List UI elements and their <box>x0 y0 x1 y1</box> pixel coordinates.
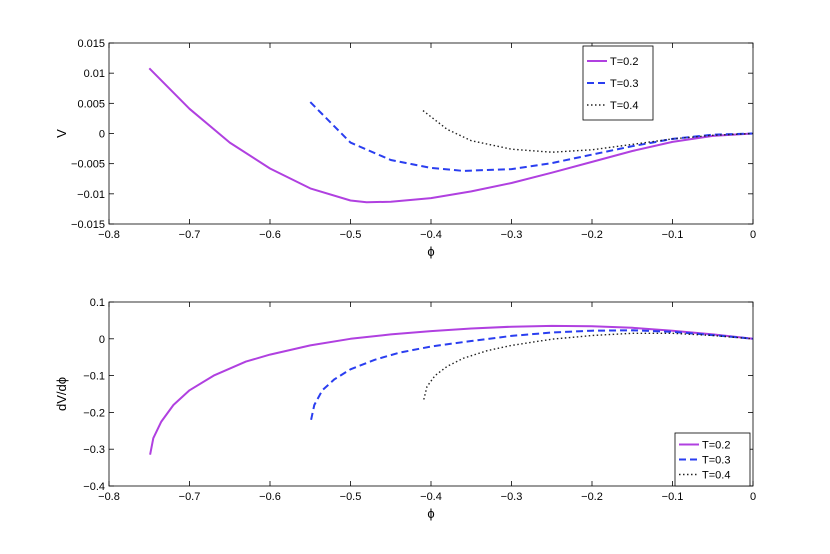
y-tick-label: −0.005 <box>71 159 105 171</box>
y-tick-label: 0 <box>99 334 105 346</box>
y-axis-label: V <box>54 129 69 138</box>
series-line-t-0-2 <box>148 67 754 204</box>
y-tick-label: 0.1 <box>90 297 105 309</box>
series-line-t-0-4 <box>422 110 754 153</box>
x-tick-label: −0.7 <box>179 229 201 241</box>
y-tick-label: −0.3 <box>83 444 105 456</box>
y-tick-label: −0.1 <box>83 371 105 383</box>
y-tick-label: −0.01 <box>77 189 105 201</box>
legend: T=0.2 T=0.3 T=0.4 <box>582 45 654 121</box>
legend-box <box>582 45 654 121</box>
x-tick-label: −0.1 <box>662 491 684 503</box>
x-tick-label: −0.4 <box>420 491 442 503</box>
y-tick-label: 0.005 <box>77 98 105 110</box>
y-tick-label: 0 <box>99 129 105 141</box>
chart-panel-1: −0.8 −0.7 −0.6 −0.5 −0.4 −0.3 −0.2 −0.1 0 0.015 0.… <box>54 38 756 259</box>
x-tick-label: −0.7 <box>179 491 201 503</box>
x-axis-label: ϕ <box>427 506 434 521</box>
x-axis-label: ϕ <box>427 244 434 259</box>
legend-label: T=0.2 <box>610 56 638 68</box>
x-tick-label: −0.1 <box>662 229 684 241</box>
x-tick-label: −0.6 <box>259 491 281 503</box>
legend-box <box>674 432 751 487</box>
x-tick-label: −0.3 <box>501 491 523 503</box>
x-tick-label: −0.2 <box>581 229 603 241</box>
legend-label: T=0.2 <box>702 440 730 452</box>
legend: T=0.2 T=0.3 T=0.4 <box>674 432 751 487</box>
x-tick-label: −0.2 <box>581 491 603 503</box>
x-tick-label: −0.3 <box>501 229 523 241</box>
plot-frame <box>108 42 754 225</box>
y-tick-label: −0.4 <box>83 481 105 493</box>
legend-label: T=0.4 <box>610 100 638 112</box>
y-tick-label: 0.015 <box>77 38 105 50</box>
series-line-t-0-3 <box>309 101 754 172</box>
x-tick-label: 0 <box>750 229 756 241</box>
y-tick-label: −0.015 <box>71 219 105 231</box>
legend-label: T=0.3 <box>702 455 730 467</box>
x-tick-label: 0 <box>750 491 756 503</box>
x-tick-label: −0.8 <box>98 491 120 503</box>
x-tick-label: −0.6 <box>259 229 281 241</box>
x-tick-label: −0.5 <box>340 229 362 241</box>
series-line-t-0-2 <box>149 324 754 455</box>
legend-label: T=0.3 <box>610 78 638 90</box>
y-tick-label: −0.2 <box>83 407 105 419</box>
series-line-t-0-3 <box>310 329 754 421</box>
x-tick-label: −0.8 <box>98 229 120 241</box>
x-tick-label: −0.5 <box>340 491 362 503</box>
x-tick-label: −0.4 <box>420 229 442 241</box>
legend-label: T=0.4 <box>702 470 730 482</box>
y-tick-label: 0.01 <box>84 68 105 80</box>
y-axis-label: dV/dϕ <box>54 377 69 411</box>
chart-panel-2: −0.8 −0.7 −0.6 −0.5 −0.4 −0.3 −0.2 −0.1 0 0.1 0 −0.… <box>54 297 756 521</box>
